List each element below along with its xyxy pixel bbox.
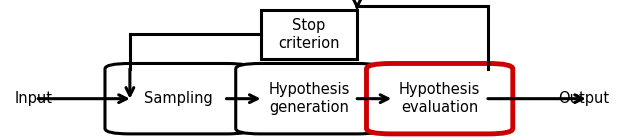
Text: Sampling: Sampling <box>144 91 213 106</box>
Text: Hypothesis
generation: Hypothesis generation <box>268 82 349 116</box>
FancyBboxPatch shape <box>366 63 513 134</box>
Text: Input: Input <box>14 91 52 106</box>
FancyBboxPatch shape <box>261 10 357 59</box>
Text: Stop
criterion: Stop criterion <box>278 18 339 51</box>
Text: Hypothesis
evaluation: Hypothesis evaluation <box>399 82 480 116</box>
FancyBboxPatch shape <box>236 63 382 134</box>
FancyBboxPatch shape <box>105 63 251 134</box>
Text: Output: Output <box>558 91 610 106</box>
